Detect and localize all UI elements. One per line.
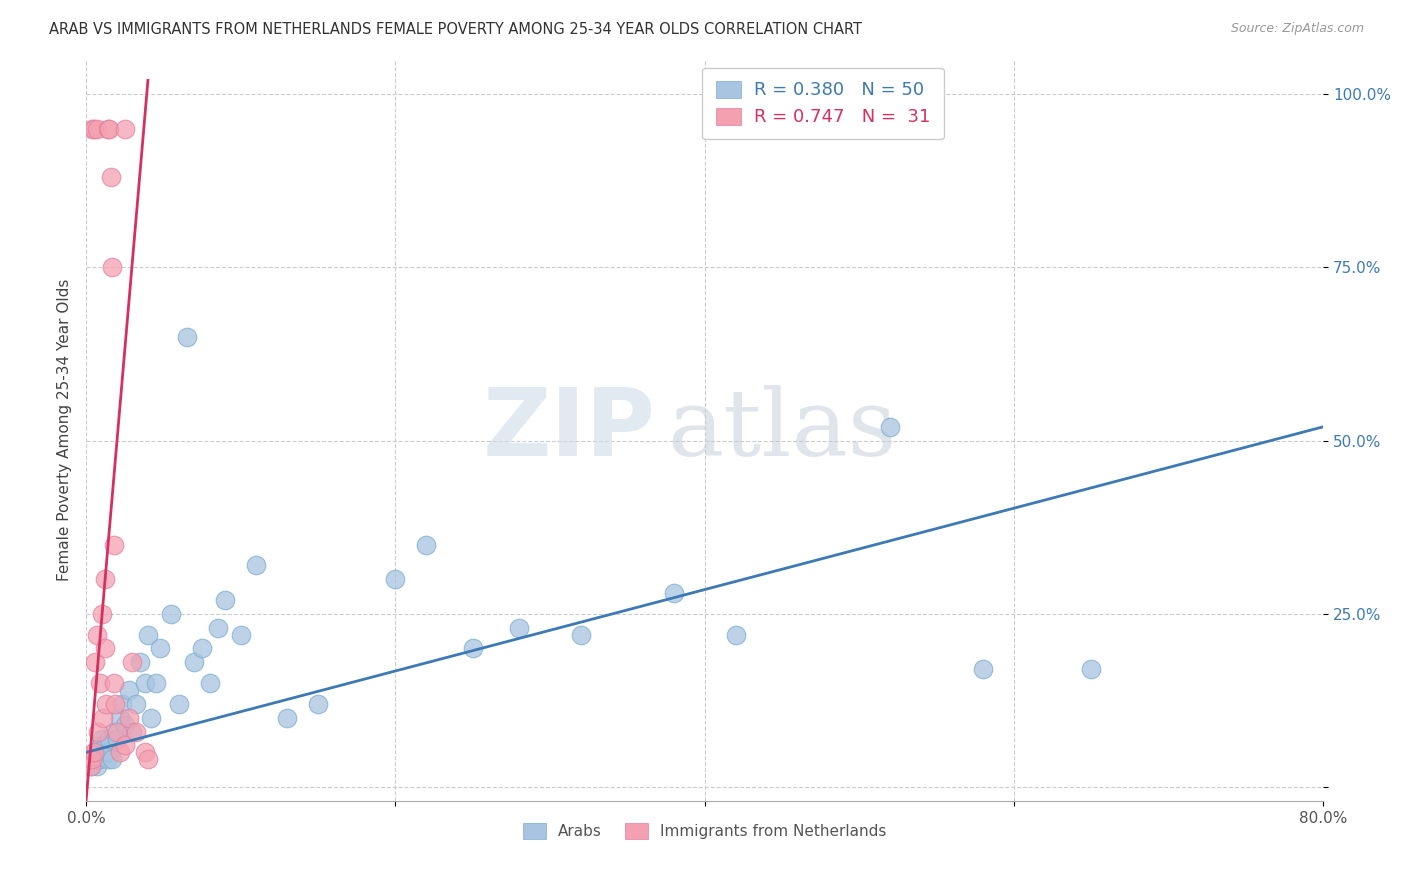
Point: [86, 759, 108, 773]
Text: Source: ZipAtlas.com: Source: ZipAtlas.com: [1230, 22, 1364, 36]
Point: [91, 711, 114, 725]
Point: [114, 717, 136, 731]
Point: [198, 676, 221, 690]
Point: [136, 752, 159, 766]
Point: [93, 641, 115, 656]
Point: [103, 676, 125, 690]
Point: [98, 731, 121, 746]
Point: [87, 724, 110, 739]
Point: [160, 607, 183, 621]
Text: ZIP: ZIP: [482, 384, 655, 476]
Point: [80, 759, 103, 773]
Point: [83, 752, 105, 766]
Point: [83, 745, 105, 759]
Point: [214, 593, 236, 607]
Point: [98, 745, 121, 759]
Point: [96, 739, 118, 753]
Point: [176, 329, 198, 343]
Point: [103, 724, 125, 739]
Legend: Arabs, Immigrants from Netherlands: Arabs, Immigrants from Netherlands: [517, 817, 893, 845]
Point: [139, 711, 162, 725]
Point: [415, 537, 437, 551]
Point: [134, 745, 156, 759]
Point: [118, 711, 141, 725]
Point: [111, 697, 134, 711]
Point: [89, 752, 111, 766]
Point: [98, 121, 121, 136]
Point: [97, 121, 120, 136]
Point: [207, 621, 229, 635]
Point: [149, 641, 172, 656]
Point: [93, 745, 115, 759]
Point: [103, 537, 125, 551]
Point: [82, 121, 104, 136]
Point: [105, 724, 128, 739]
Point: [114, 121, 136, 136]
Point: [90, 607, 112, 621]
Point: [108, 745, 131, 759]
Point: [167, 697, 190, 711]
Point: [879, 419, 901, 434]
Point: [101, 752, 124, 766]
Y-axis label: Female Poverty Among 25-34 Year Olds: Female Poverty Among 25-34 Year Olds: [58, 279, 72, 582]
Point: [129, 656, 152, 670]
Point: [80, 759, 103, 773]
Point: [245, 558, 267, 573]
Point: [90, 731, 112, 746]
Text: ARAB VS IMMIGRANTS FROM NETHERLANDS FEMALE POVERTY AMONG 25-34 YEAR OLDS CORRELA: ARAB VS IMMIGRANTS FROM NETHERLANDS FEMA…: [49, 22, 862, 37]
Point: [96, 697, 118, 711]
Point: [89, 676, 111, 690]
Point: [183, 656, 205, 670]
Point: [136, 627, 159, 641]
Point: [90, 739, 112, 753]
Point: [461, 641, 484, 656]
Point: [86, 627, 108, 641]
Point: [84, 745, 107, 759]
Point: [569, 627, 592, 641]
Point: [229, 627, 252, 641]
Point: [972, 662, 994, 676]
Point: [93, 572, 115, 586]
Point: [1080, 662, 1102, 676]
Point: [124, 697, 146, 711]
Point: [82, 752, 104, 766]
Point: [307, 697, 329, 711]
Point: [384, 572, 406, 586]
Point: [724, 627, 747, 641]
Point: [191, 641, 214, 656]
Point: [121, 656, 143, 670]
Text: atlas: atlas: [668, 385, 897, 475]
Point: [108, 711, 131, 725]
Point: [124, 724, 146, 739]
Point: [118, 683, 141, 698]
Point: [114, 739, 136, 753]
Point: [104, 697, 127, 711]
Point: [100, 170, 122, 185]
Point: [134, 676, 156, 690]
Point: [87, 745, 110, 759]
Point: [97, 752, 120, 766]
Point: [276, 711, 298, 725]
Point: [83, 121, 105, 136]
Point: [86, 121, 108, 136]
Point: [121, 724, 143, 739]
Point: [101, 260, 124, 275]
Point: [145, 676, 167, 690]
Point: [105, 731, 128, 746]
Point: [508, 621, 530, 635]
Point: [84, 656, 107, 670]
Point: [662, 586, 685, 600]
